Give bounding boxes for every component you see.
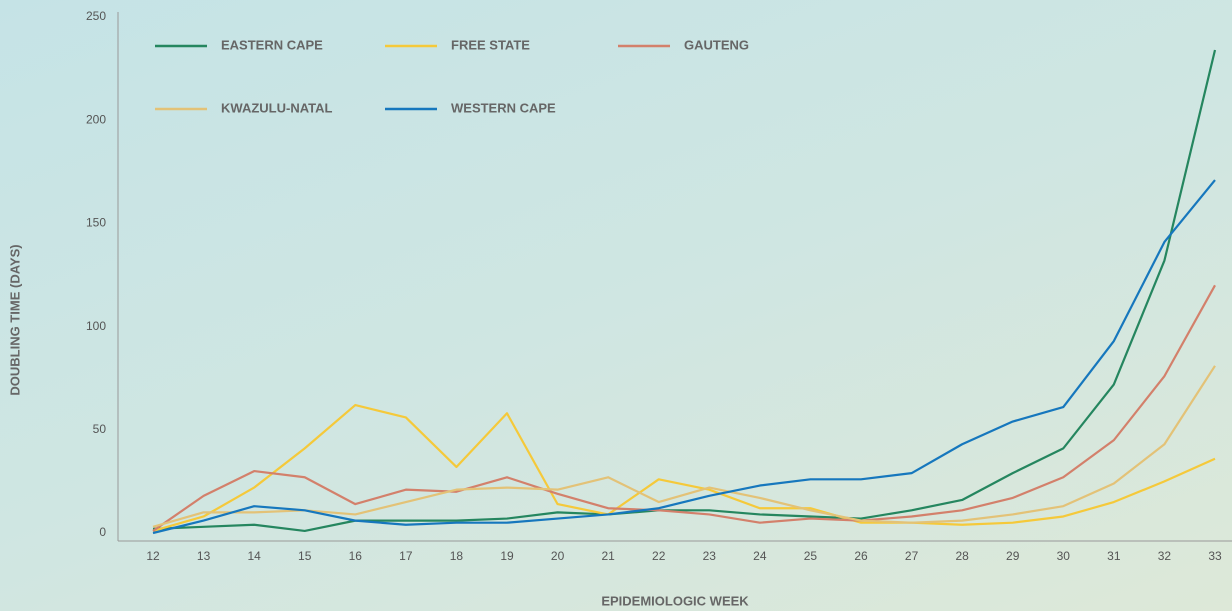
x-axis-label: EPIDEMIOLOGIC WEEK	[601, 593, 749, 608]
y-tick-label: 200	[86, 112, 106, 126]
x-tick-label: 32	[1158, 549, 1172, 563]
x-tick-label: 14	[247, 549, 261, 563]
x-tick-label: 27	[905, 549, 919, 563]
x-tick-label: 31	[1107, 549, 1121, 563]
x-tick-label: 15	[298, 549, 312, 563]
y-tick-label: 50	[93, 422, 107, 436]
x-tick-label: 24	[753, 549, 767, 563]
x-tick-label: 30	[1057, 549, 1071, 563]
legend-label: KWAZULU-NATAL	[221, 100, 332, 115]
x-tick-label: 26	[854, 549, 868, 563]
x-tick-label: 19	[500, 549, 514, 563]
x-tick-label: 21	[601, 549, 615, 563]
x-tick-label: 17	[399, 549, 413, 563]
series-line	[152, 179, 1216, 535]
legend-label: FREE STATE	[451, 37, 530, 52]
x-tick-label: 16	[349, 549, 363, 563]
x-tick-label: 20	[551, 549, 565, 563]
x-tick-label: 33	[1208, 549, 1222, 563]
series-line	[152, 365, 1216, 528]
series-line	[152, 284, 1216, 532]
x-tick-label: 18	[450, 549, 464, 563]
x-tick-label: 28	[955, 549, 969, 563]
x-tick-label: 25	[804, 549, 818, 563]
legend-label: EASTERN CAPE	[221, 37, 323, 52]
y-axis-label: DOUBLING TIME (DAYS)	[7, 244, 22, 395]
x-tick-label: 23	[703, 549, 717, 563]
legend-label: GAUTENG	[684, 37, 749, 52]
x-tick-label: 13	[197, 549, 211, 563]
y-tick-label: 150	[86, 216, 106, 230]
x-tick-label: 29	[1006, 549, 1020, 563]
legend-label: WESTERN CAPE	[451, 100, 556, 115]
series-line	[152, 403, 1216, 532]
series-line	[152, 49, 1217, 533]
y-tick-label: 100	[86, 319, 106, 333]
y-tick-label: 250	[86, 9, 106, 23]
x-tick-label: 12	[146, 549, 160, 563]
x-tick-label: 22	[652, 549, 666, 563]
y-tick-label: 0	[99, 525, 106, 539]
